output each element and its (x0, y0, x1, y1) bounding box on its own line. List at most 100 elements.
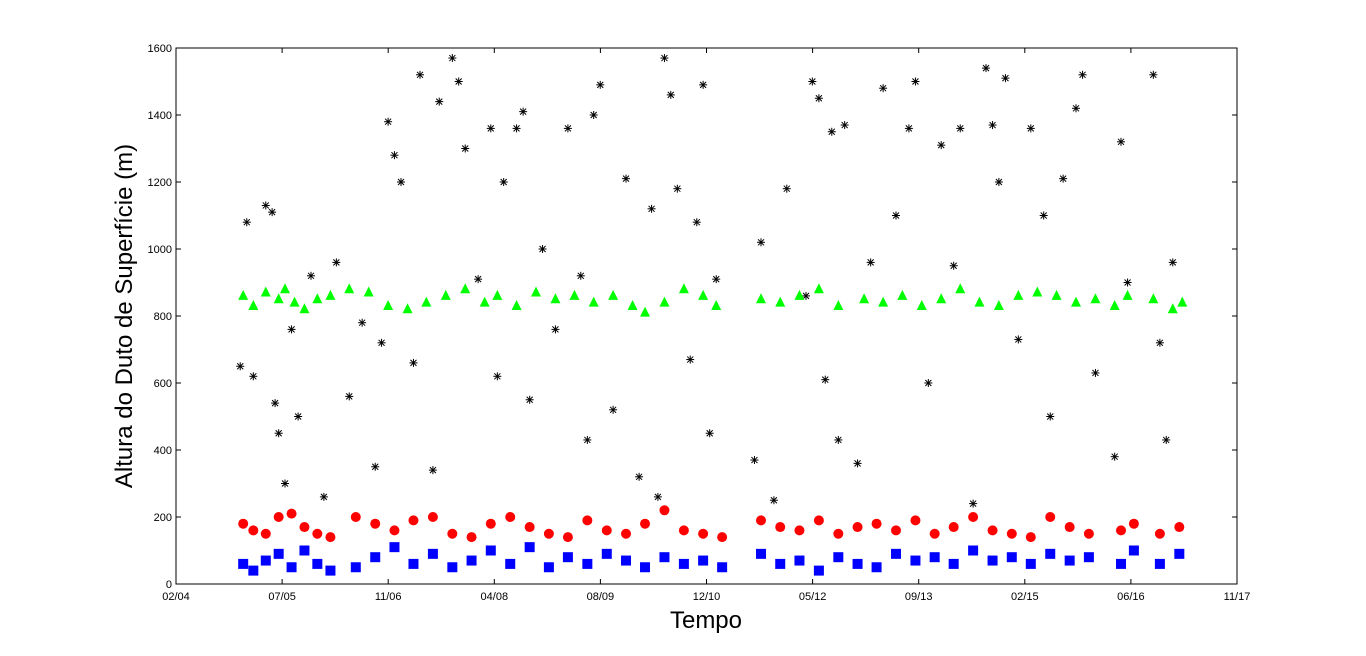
asterisk-point (307, 271, 316, 280)
circle-point (929, 528, 940, 539)
circle-point (370, 518, 381, 529)
triangle-point (280, 283, 291, 294)
asterisk-point (769, 496, 778, 505)
triangle-point (511, 299, 522, 310)
asterisk-point (924, 379, 933, 387)
asterisk-point (377, 338, 386, 347)
circle-point (640, 518, 651, 529)
asterisk-point (332, 258, 341, 267)
circle-point (582, 515, 593, 526)
triangle-point (627, 299, 638, 310)
asterisk-point (294, 412, 303, 421)
asterisk-point (287, 325, 296, 334)
asterisk-point (821, 375, 830, 384)
square-point (466, 555, 477, 566)
asterisk-point (622, 174, 631, 183)
triangle-point (698, 289, 709, 300)
asterisk-point (596, 80, 605, 89)
asterisk-point (866, 258, 875, 267)
circle-point (1174, 522, 1185, 533)
circle-point (775, 522, 786, 533)
asterisk-point (1149, 70, 1158, 79)
square-point (987, 555, 998, 566)
triangle-point (238, 289, 249, 300)
x-tick-label: 12/10 (693, 591, 721, 603)
y-tick-label: 1600 (148, 43, 172, 55)
x-tick-label: 11/06 (375, 591, 402, 603)
asterisk-point (814, 94, 823, 103)
asterisk-point (853, 459, 862, 468)
asterisk-point (969, 499, 978, 508)
triangle-point (608, 289, 619, 300)
circle-point (485, 518, 496, 529)
triangle-point (1177, 296, 1188, 307)
circle-point (286, 508, 297, 519)
circle-point (1083, 528, 1094, 539)
asterisk-point (1001, 74, 1010, 83)
triangle-point (1122, 289, 1133, 300)
asterisk-point (435, 97, 444, 106)
asterisk-point (635, 472, 644, 481)
square-point (871, 562, 882, 573)
y-tick-label: 0 (166, 579, 172, 591)
triangle-point (312, 293, 323, 304)
asterisk-point (892, 211, 901, 220)
triangle-point (1148, 293, 1159, 304)
asterisk-point (1072, 104, 1081, 113)
x-tick-label: 05/12 (799, 591, 827, 603)
x-tick-label: 02/04 (162, 591, 190, 603)
triangle-point (897, 289, 908, 300)
asterisk-point (249, 372, 258, 381)
asterisk-point (956, 124, 965, 133)
asterisk-point (757, 238, 766, 247)
triangle-point (974, 296, 985, 307)
square-point (350, 562, 361, 573)
circle-point (389, 525, 400, 536)
circle-point (794, 525, 805, 536)
circle-point (1128, 518, 1139, 529)
triangle-point (440, 289, 451, 300)
asterisk-point (281, 479, 290, 488)
asterisk-point (583, 435, 592, 444)
plot-area (175, 47, 1238, 585)
asterisk-point (782, 184, 791, 193)
asterisk-point (454, 77, 463, 86)
circle-point (987, 525, 998, 536)
y-tick-label: 1000 (148, 244, 172, 256)
triangle-point (383, 299, 394, 310)
asterisk-point (840, 121, 849, 130)
asterisk-point (904, 124, 913, 133)
y-tick-label: 1200 (148, 177, 172, 189)
asterisk-point (699, 80, 708, 89)
asterisk-point (384, 117, 393, 126)
circle-point (562, 532, 573, 543)
square-point (505, 558, 516, 569)
asterisk-point (268, 208, 277, 217)
triangle-point (916, 299, 927, 310)
circle-point (543, 528, 554, 539)
square-point (717, 562, 728, 573)
square-point (299, 545, 310, 556)
asterisk-point (827, 127, 836, 136)
x-tick-label: 09/13 (905, 591, 933, 603)
asterisk-point (512, 124, 521, 133)
circle-point (350, 512, 361, 522)
square-point (678, 558, 689, 569)
triangle-point (569, 289, 580, 300)
square-point (852, 558, 863, 569)
square-point (1154, 558, 1165, 569)
circle-point (248, 525, 259, 536)
asterisk-point (1155, 338, 1164, 347)
triangle-point (775, 296, 786, 307)
square-point (248, 565, 259, 576)
square-point (1174, 548, 1185, 559)
asterisk-point (911, 77, 920, 86)
triangle-point (248, 299, 259, 310)
circle-point (659, 505, 670, 516)
triangle-point (859, 293, 870, 304)
x-axis-ticks: 02/04 07/05 11/06 04/08 08/09 12/10 05/12 09/13… (162, 48, 1250, 603)
triangle-point (299, 303, 310, 314)
circle-point (910, 515, 921, 526)
circle-point (756, 515, 767, 526)
asterisk-point (660, 54, 669, 63)
